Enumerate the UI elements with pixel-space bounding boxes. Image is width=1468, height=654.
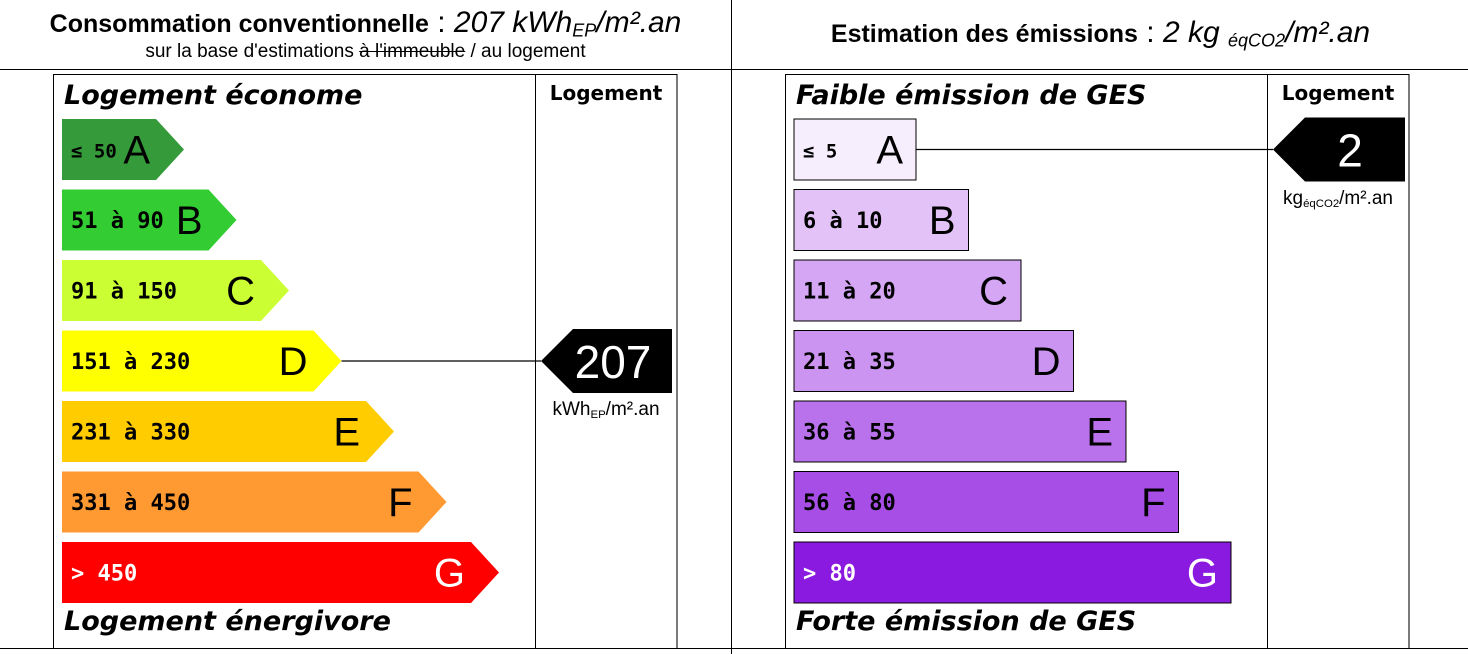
emissions-range-label-b: 6 à 10: [803, 209, 882, 234]
emissions-value-marker: [1273, 117, 1405, 182]
emissions-title-unit-sub: éqCO2: [1228, 30, 1286, 51]
energy-range-label-e: 231 à 330: [71, 421, 190, 446]
emissions-class-letter-c: C: [979, 270, 1008, 314]
emissions-bottom-caption: Forte émission de GES: [796, 606, 1137, 637]
energy-bar-g: [62, 542, 499, 603]
energy-class-letter-e: E: [333, 411, 360, 455]
emissions-bar-a: [793, 118, 917, 181]
energy-subtitle-before: sur la base d'estimations: [145, 40, 360, 62]
center-divider: [731, 0, 732, 654]
energy-class-letter-d: D: [279, 340, 308, 384]
energy-value-label: 207: [575, 336, 652, 388]
energy-title-value: 207 kWhEP/m².an: [453, 6, 682, 41]
emissions-bar-b: [793, 189, 969, 251]
emissions-unit-sub: éqCO2: [1303, 197, 1340, 210]
energy-bar-d: [62, 330, 342, 392]
emissions-panel-top-border: [785, 74, 1409, 75]
energy-title: Consommation conventionnelle : 207 kWhEP…: [0, 6, 731, 63]
energy-unit-label: kWhEP/m².an: [536, 399, 676, 421]
emissions-class-letter-b: B: [929, 199, 956, 243]
emissions-bar-d: [793, 330, 1074, 392]
bottom-border: [0, 648, 1468, 649]
emissions-range-label-c: 11 à 20: [803, 280, 896, 305]
energy-range-label-b: 51 à 90: [71, 209, 164, 234]
emissions-range-label-d: 21 à 35: [803, 350, 896, 375]
energy-range-label-f: 331 à 450: [71, 491, 190, 516]
emissions-class-letter-d: D: [1032, 340, 1061, 384]
emissions-class-letter-e: E: [1086, 411, 1113, 455]
energy-bottom-caption: Logement énergivore: [64, 606, 391, 637]
emissions-class-letter-g: G: [1187, 552, 1218, 596]
emissions-bar-f: [793, 471, 1179, 533]
emissions-title-value: 2 kg éqCO2/m².an: [1162, 16, 1371, 51]
energy-class-letter-a: A: [123, 129, 150, 173]
energy-class-letter-c: C: [226, 270, 255, 314]
emissions-title-label: Estimation des émissions: [830, 20, 1138, 48]
emissions-title-sep: :: [1137, 16, 1163, 49]
emissions-bar-g: [793, 541, 1232, 604]
energy-range-label-d: 151 à 230: [71, 350, 190, 375]
energy-title-unit-sub: EP: [572, 20, 597, 41]
emissions-title-unit-rest: /m².an: [1285, 16, 1371, 49]
emissions-class-letter-a: A: [876, 129, 903, 173]
emissions-title-value-text: 2 kg: [1162, 16, 1229, 49]
energy-bar-f: [62, 471, 447, 533]
emissions-title: Estimation des émissions : 2 kg éqCO2/m²…: [733, 16, 1468, 52]
energy-title-value-text: 207 kWh: [453, 6, 573, 39]
energy-panel-left-border: [53, 74, 54, 648]
energy-panel-top-border: [53, 74, 677, 75]
energy-value-marker: [541, 329, 672, 393]
energy-range-label-a: ≤ 50: [71, 141, 117, 163]
emissions-column-separator: [1267, 74, 1268, 648]
energy-panel-right-border: [676, 74, 678, 648]
energy-unit-sub: EP: [590, 408, 606, 421]
emissions-unit-rest: /m².an: [1339, 188, 1394, 209]
energy-subtitle-after: / au logement: [465, 40, 586, 62]
emissions-column-header: Logement: [1281, 81, 1395, 105]
emissions-bar-e: [793, 400, 1127, 463]
energy-bar-c: [62, 260, 289, 321]
energy-subtitle-struck: à l'immeuble: [359, 40, 466, 62]
emissions-unit-label: kgéqCO2/m².an: [1268, 188, 1408, 210]
emissions-value-label: 2: [1337, 125, 1363, 177]
energy-class-letter-g: G: [434, 552, 465, 596]
energy-column-header: Logement: [549, 81, 663, 105]
energy-bar-a: [62, 119, 184, 180]
energy-bar-e: [62, 401, 394, 462]
emissions-class-letter-f: F: [1141, 481, 1165, 525]
energy-unit-main: kWh: [552, 399, 591, 420]
energy-unit-rest: /m².an: [605, 399, 660, 420]
energy-bar-b: [62, 189, 237, 251]
header-divider: [0, 69, 1468, 70]
energy-range-label-g: > 450: [71, 562, 137, 587]
energy-title-label: Consommation conventionnelle: [49, 10, 429, 38]
energy-class-letter-f: F: [388, 481, 412, 525]
energy-range-label-c: 91 à 150: [71, 280, 177, 305]
emissions-panel-right-border: [1408, 74, 1410, 648]
energy-title-unit-rest: /m².an: [596, 6, 682, 39]
emissions-range-label-g: > 80: [803, 562, 856, 587]
emissions-range-label-f: 56 à 80: [803, 491, 896, 516]
energy-title-sep: :: [428, 6, 454, 39]
emissions-range-label-e: 36 à 55: [803, 421, 896, 446]
emissions-panel-left-border: [785, 74, 786, 648]
energy-subtitle: sur la base d'estimations à l'immeuble /…: [0, 41, 731, 63]
energy-top-caption: Logement économe: [64, 80, 363, 111]
emissions-top-caption: Faible émission de GES: [796, 80, 1147, 111]
energy-class-letter-b: B: [176, 199, 203, 243]
emissions-range-label-a: ≤ 5: [803, 141, 837, 163]
emissions-bar-c: [793, 259, 1022, 322]
emissions-unit-main: kg: [1282, 188, 1304, 209]
